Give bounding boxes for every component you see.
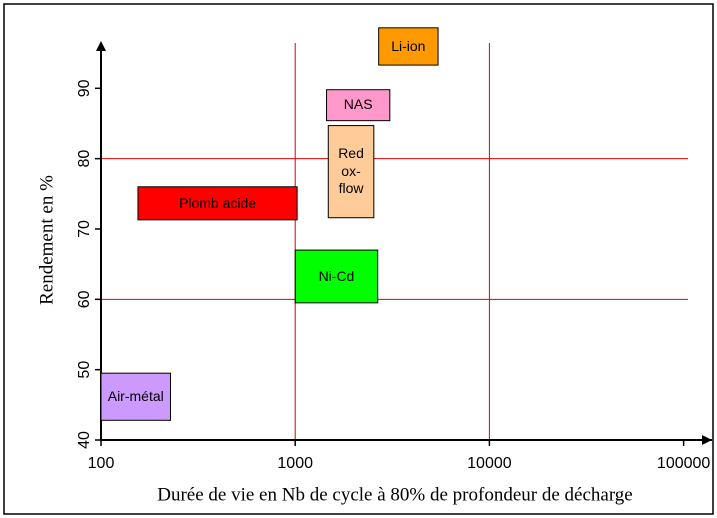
- y-tick-label: 60: [76, 290, 93, 308]
- box-label: Ni-Cd: [318, 267, 355, 284]
- x-axis-label: Durée de vie en Nb de cycle à 80% de pro…: [157, 484, 632, 505]
- box-label-area: Plomb acide: [179, 194, 257, 211]
- range-box: [327, 125, 375, 219]
- box-label: Air-métal: [107, 387, 164, 404]
- box-label-area: NAS: [343, 96, 373, 113]
- box-label-area: Red ox- flow: [338, 145, 364, 197]
- box-label: Red ox- flow: [338, 145, 364, 197]
- range-box: [100, 372, 172, 421]
- y-tick-label: 40: [76, 431, 93, 449]
- y-tick-label: 80: [76, 150, 93, 168]
- y-axis-arrow: [96, 41, 106, 51]
- y-tick-label: 50: [76, 361, 93, 379]
- range-box: [378, 27, 439, 66]
- range-box: [137, 186, 298, 221]
- box-label-area: Li-ion: [391, 37, 426, 54]
- box-label: Li-ion: [391, 37, 426, 54]
- x-tick-label: 1000: [277, 455, 313, 472]
- range-box: [326, 89, 391, 122]
- x-axis-arrow: [702, 435, 712, 445]
- y-tick-label: 90: [76, 79, 93, 97]
- box-label: Plomb acide: [179, 194, 257, 211]
- range-box: [294, 249, 379, 304]
- frame: [3, 3, 714, 515]
- box-label-area: Air-métal: [107, 387, 164, 404]
- box-label-area: Ni-Cd: [318, 267, 355, 284]
- x-tick-label: 10000: [467, 455, 512, 472]
- x-tick-label: 100000: [657, 455, 710, 472]
- box-label: NAS: [343, 96, 373, 113]
- y-tick-label: 70: [76, 220, 93, 238]
- y-axis-label: Rendement en %: [36, 175, 57, 305]
- x-tick-label: 100: [88, 455, 115, 472]
